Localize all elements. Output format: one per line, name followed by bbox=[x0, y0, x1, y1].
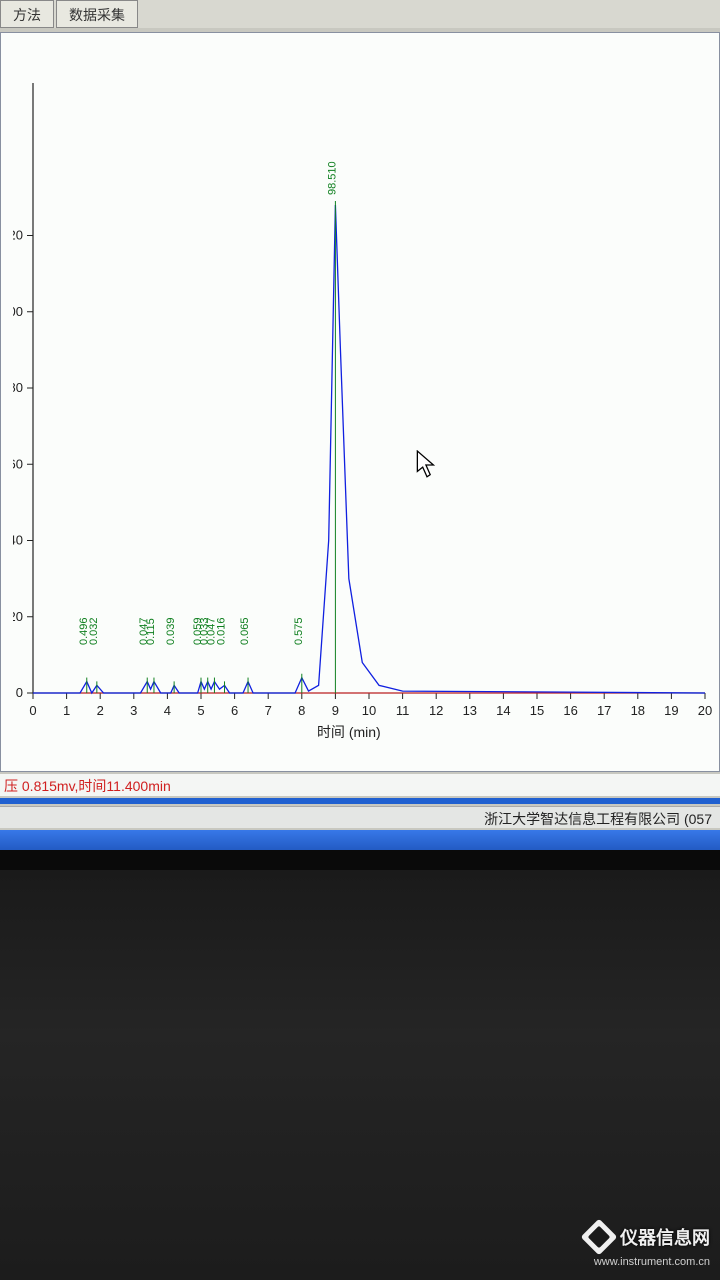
svg-text:10: 10 bbox=[362, 703, 376, 718]
footer-bar: 浙江大学智达信息工程有限公司 (057 bbox=[0, 806, 720, 828]
svg-text:12: 12 bbox=[429, 703, 443, 718]
svg-text:0.065: 0.065 bbox=[239, 617, 251, 645]
svg-text:0.575: 0.575 bbox=[293, 617, 305, 645]
watermark-brand: 仪器信息网 bbox=[586, 1224, 710, 1250]
svg-text:0.115: 0.115 bbox=[145, 618, 157, 645]
svg-text:80: 80 bbox=[13, 380, 23, 395]
svg-text:60: 60 bbox=[13, 456, 23, 471]
top-tab-bar: 方法 数据采集 bbox=[0, 0, 720, 28]
svg-text:8: 8 bbox=[298, 703, 305, 718]
watermark-text: 仪器信息网 bbox=[620, 1224, 710, 1250]
svg-text:16: 16 bbox=[563, 703, 577, 718]
svg-text:100: 100 bbox=[13, 304, 23, 319]
taskbar[interactable] bbox=[0, 830, 720, 850]
svg-text:0: 0 bbox=[16, 685, 23, 700]
svg-text:5: 5 bbox=[197, 703, 204, 718]
svg-text:14: 14 bbox=[496, 703, 510, 718]
desk-background bbox=[0, 870, 720, 1280]
chromatogram-chart: 0123456789101112131415161718192002040608… bbox=[13, 73, 713, 753]
svg-text:7: 7 bbox=[265, 703, 272, 718]
svg-text:18: 18 bbox=[631, 703, 645, 718]
svg-text:0.016: 0.016 bbox=[216, 617, 228, 645]
svg-text:11: 11 bbox=[396, 703, 410, 718]
svg-text:13: 13 bbox=[463, 703, 477, 718]
svg-text:0: 0 bbox=[29, 703, 36, 718]
svg-text:时间 (min): 时间 (min) bbox=[317, 724, 381, 740]
screen-area: 方法 数据采集 01234567891011121314151617181920… bbox=[0, 0, 720, 850]
svg-text:6: 6 bbox=[231, 703, 238, 718]
svg-text:19: 19 bbox=[664, 703, 678, 718]
svg-text:0.039: 0.039 bbox=[165, 617, 177, 645]
footer-company: 浙江大学智达信息工程有限公司 (057 bbox=[484, 811, 712, 827]
svg-text:20: 20 bbox=[13, 609, 23, 624]
svg-text:4: 4 bbox=[164, 703, 171, 718]
svg-text:15: 15 bbox=[530, 703, 544, 718]
tab-methods[interactable]: 方法 bbox=[0, 0, 54, 28]
status-bar: 压 0.815mv,时间11.400min bbox=[0, 774, 720, 796]
svg-text:0.032: 0.032 bbox=[88, 617, 100, 645]
tab-data-acq[interactable]: 数据采集 bbox=[56, 0, 138, 28]
svg-text:17: 17 bbox=[597, 703, 611, 718]
svg-text:98.510: 98.510 bbox=[326, 161, 338, 195]
svg-text:9: 9 bbox=[332, 703, 339, 718]
svg-text:120: 120 bbox=[13, 228, 23, 243]
separator-bar bbox=[0, 798, 720, 804]
svg-text:2: 2 bbox=[97, 703, 104, 718]
svg-text:3: 3 bbox=[130, 703, 137, 718]
svg-text:1: 1 bbox=[63, 703, 70, 718]
svg-text:20: 20 bbox=[698, 703, 712, 718]
chromatogram-panel: 0123456789101112131415161718192002040608… bbox=[0, 32, 720, 772]
watermark-icon bbox=[581, 1219, 618, 1256]
svg-text:40: 40 bbox=[13, 533, 23, 548]
watermark-url: www.instrument.com.cn bbox=[594, 1256, 710, 1268]
status-text: 压 0.815mv,时间11.400min bbox=[4, 778, 171, 794]
